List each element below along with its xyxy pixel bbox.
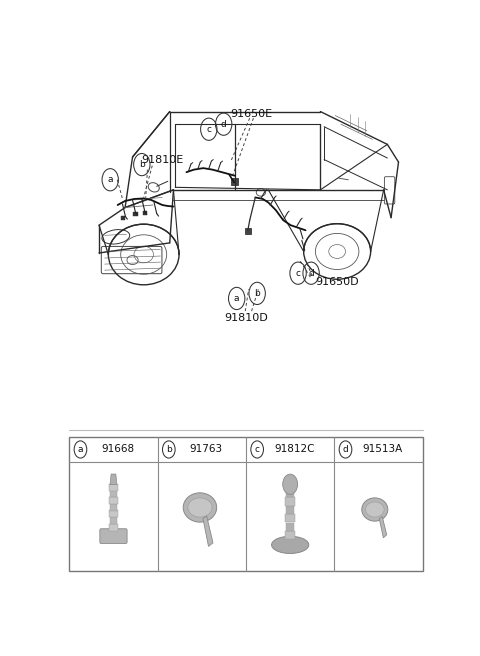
FancyBboxPatch shape	[109, 510, 118, 518]
FancyBboxPatch shape	[286, 523, 294, 531]
Text: c: c	[206, 125, 211, 134]
Text: 91650E: 91650E	[230, 109, 273, 119]
FancyBboxPatch shape	[110, 491, 117, 497]
FancyBboxPatch shape	[109, 483, 118, 491]
Text: b: b	[166, 445, 172, 454]
Ellipse shape	[365, 502, 384, 517]
Ellipse shape	[188, 498, 212, 517]
FancyBboxPatch shape	[231, 178, 238, 185]
FancyBboxPatch shape	[100, 529, 127, 543]
FancyBboxPatch shape	[121, 216, 125, 220]
Text: c: c	[296, 269, 300, 277]
FancyBboxPatch shape	[109, 497, 118, 504]
Text: a: a	[234, 294, 240, 303]
Text: 91668: 91668	[101, 445, 134, 455]
FancyBboxPatch shape	[286, 489, 294, 497]
FancyBboxPatch shape	[285, 497, 295, 506]
Text: b: b	[254, 289, 260, 298]
Text: 91513A: 91513A	[363, 445, 403, 455]
Ellipse shape	[183, 493, 216, 522]
Text: 91810D: 91810D	[224, 313, 268, 323]
Text: d: d	[221, 119, 227, 129]
Ellipse shape	[272, 536, 309, 554]
Text: a: a	[108, 175, 113, 184]
Text: d: d	[308, 269, 314, 277]
FancyBboxPatch shape	[143, 211, 147, 215]
FancyBboxPatch shape	[285, 531, 295, 539]
FancyBboxPatch shape	[286, 506, 294, 514]
Text: 91812C: 91812C	[275, 445, 315, 455]
Polygon shape	[110, 474, 117, 485]
FancyBboxPatch shape	[109, 523, 118, 531]
Ellipse shape	[362, 498, 388, 521]
Polygon shape	[379, 516, 387, 538]
FancyBboxPatch shape	[133, 212, 138, 216]
Text: c: c	[255, 445, 260, 454]
FancyBboxPatch shape	[110, 517, 117, 524]
Text: d: d	[343, 445, 348, 454]
Polygon shape	[203, 516, 213, 546]
FancyBboxPatch shape	[245, 228, 251, 234]
Text: 91810E: 91810E	[141, 155, 183, 165]
Text: a: a	[78, 445, 83, 454]
FancyBboxPatch shape	[285, 514, 295, 522]
Text: 91650D: 91650D	[315, 277, 359, 287]
Circle shape	[283, 474, 298, 495]
FancyBboxPatch shape	[110, 504, 117, 511]
Text: 91763: 91763	[190, 445, 223, 455]
Text: b: b	[139, 160, 144, 169]
